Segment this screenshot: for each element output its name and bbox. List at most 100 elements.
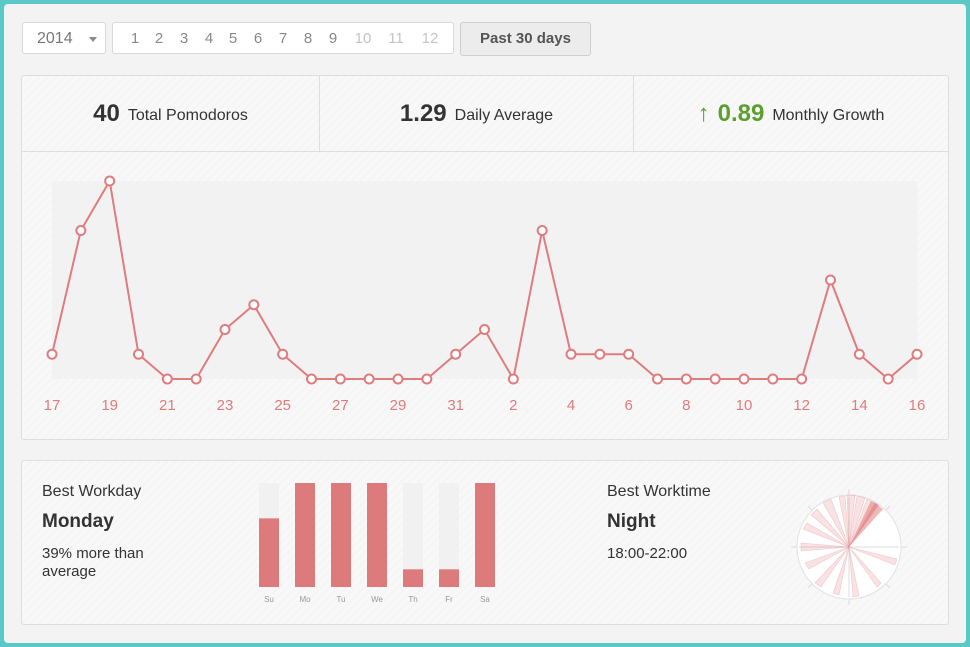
weekday-bar (295, 483, 315, 587)
x-tick-label: 2 (509, 397, 517, 414)
weekday-label: Su (264, 595, 274, 604)
month-3[interactable]: 3 (179, 30, 189, 47)
x-tick-label: 21 (159, 397, 176, 414)
data-point[interactable] (392, 373, 404, 385)
year-value: 2014 (37, 30, 73, 47)
data-point[interactable] (507, 373, 519, 385)
chevron-down-icon (89, 37, 97, 42)
x-tick-label: 8 (682, 397, 690, 414)
x-tick-label: 25 (274, 397, 291, 414)
weekday-bar (475, 483, 495, 587)
data-point[interactable] (306, 373, 317, 385)
x-tick-label: 14 (851, 397, 868, 414)
year-select[interactable]: 2014 (22, 22, 106, 54)
weekday-bar (259, 518, 279, 587)
data-point[interactable] (75, 225, 87, 236)
weekday-label: We (371, 595, 383, 604)
best-workday-desc: 39% more than average (42, 545, 144, 580)
daily-average-stat: 1.29 Daily Average (319, 76, 633, 151)
data-point[interactable] (565, 348, 577, 360)
data-point[interactable] (767, 373, 779, 385)
x-tick-label: 23 (217, 397, 234, 414)
best-workday-title: Best Workday (42, 483, 142, 500)
month-4[interactable]: 4 (204, 30, 214, 47)
weekday-bar-chart: Su Mo Tu We Th Fr Sa (259, 483, 495, 604)
best-worktime-value: Night (607, 511, 656, 532)
divider (22, 151, 948, 152)
month-9[interactable]: 9 (328, 30, 338, 47)
data-point[interactable] (219, 324, 231, 335)
total-pomodoros-stat: 40 Total Pomodoros (22, 76, 319, 151)
pomodoro-line-chart: 17 19 21 23 25 27 29 31 2 4 6 8 10 12 14 16 (44, 175, 926, 414)
x-tick-label: 16 (909, 397, 926, 414)
month-5[interactable]: 5 (228, 30, 238, 47)
data-point[interactable] (334, 373, 346, 385)
weekday-bar (331, 483, 351, 587)
data-point[interactable] (709, 373, 721, 385)
x-tick-label: 6 (624, 397, 632, 414)
best-workday-value: Monday (42, 511, 114, 532)
best-worktime-title: Best Worktime (607, 483, 711, 500)
month-6[interactable]: 6 (253, 30, 263, 47)
weekday-bar (439, 569, 459, 587)
past-30-days-button[interactable]: Past 30 days (460, 22, 591, 56)
month-11: 11 (388, 30, 404, 47)
weekday-label: Fr (445, 595, 453, 604)
weekday-label: Tu (336, 595, 345, 604)
data-point[interactable] (680, 373, 692, 385)
app-frame: 2014 1 2 3 4 5 6 7 8 9 10 11 12 Past 30 … (4, 4, 966, 643)
data-point[interactable] (421, 373, 433, 385)
data-point[interactable] (594, 348, 606, 360)
data-point[interactable] (46, 348, 58, 360)
month-1[interactable]: 1 (130, 30, 140, 47)
data-point[interactable] (536, 225, 548, 236)
month-selector: 1 2 3 4 5 6 7 8 9 10 11 12 (112, 22, 454, 54)
weekday-label: Sa (480, 595, 490, 604)
x-tick-label: 29 (390, 397, 407, 414)
bar-track (439, 483, 459, 587)
data-point[interactable] (363, 373, 375, 385)
x-tick-label: 4 (567, 397, 575, 414)
data-point[interactable] (190, 373, 202, 385)
weekday-bar (367, 483, 387, 587)
data-point[interactable] (853, 348, 865, 360)
data-point[interactable] (277, 348, 289, 360)
x-tick-label: 10 (736, 397, 753, 414)
average-value: 1.29 (399, 99, 447, 127)
data-point[interactable] (882, 373, 894, 385)
total-label: Total Pomodoros (127, 106, 248, 124)
monthly-growth-stat: ↑ 0.89 Monthly Growth (633, 76, 948, 151)
bar-track (403, 483, 423, 587)
stats-panel: 40 Total Pomodoros 1.29 Daily Average ↑ … (21, 75, 949, 440)
weekday-label: Mo (299, 595, 311, 604)
growth-value: 0.89 (717, 99, 765, 127)
weekday-bar (403, 569, 423, 587)
x-tick-label: 31 (447, 397, 464, 414)
growth-label: Monthly Growth (772, 106, 885, 124)
data-point[interactable] (652, 373, 663, 385)
clock-radial-chart (791, 489, 907, 605)
month-8[interactable]: 8 (303, 30, 313, 47)
data-point[interactable] (911, 348, 923, 360)
best-worktime-range: 18:00-22:00 (607, 545, 688, 562)
data-point[interactable] (161, 373, 173, 385)
data-point[interactable] (738, 373, 750, 385)
data-point[interactable] (133, 348, 144, 360)
weekday-label: Th (408, 595, 417, 604)
insights-panel: Best Workday Monday 39% more than averag… (21, 460, 949, 625)
data-point[interactable] (479, 324, 490, 335)
data-point[interactable] (248, 299, 260, 311)
plot-area (52, 181, 917, 379)
total-value: 40 (93, 99, 120, 127)
data-point[interactable] (623, 348, 635, 360)
data-point[interactable] (104, 175, 116, 187)
x-tick-label: 27 (332, 397, 349, 414)
data-point[interactable] (450, 348, 462, 360)
month-7[interactable]: 7 (278, 30, 288, 47)
arrow-up-icon: ↑ (697, 99, 710, 127)
data-point[interactable] (796, 373, 808, 385)
data-point[interactable] (825, 274, 836, 286)
x-tick-label: 19 (101, 397, 118, 414)
month-2[interactable]: 2 (154, 30, 164, 47)
average-label: Daily Average (454, 106, 554, 124)
